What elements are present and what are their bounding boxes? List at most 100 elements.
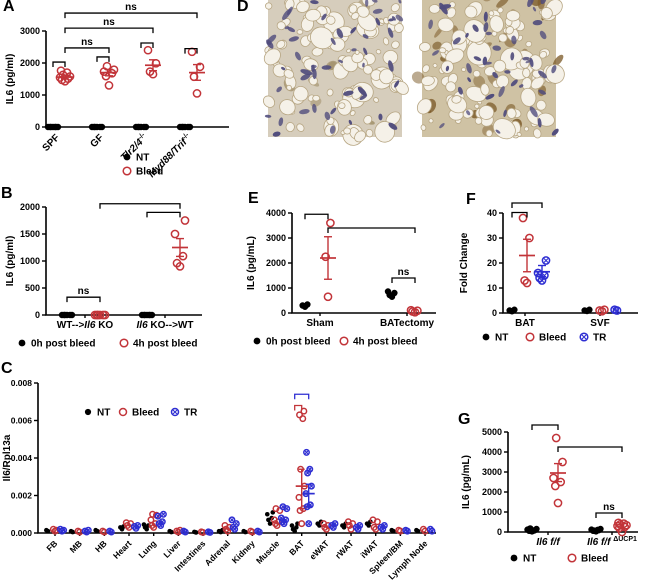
panel-g: G 0 1000 2000 3000 4000 5000 IL6 (pg/mL) Il6 f/…	[455, 385, 656, 582]
panel-b-plot: 0 500 1000 1500 2000 IL6 (pg/ml) WT-->Il6 KO Il…	[5, 202, 202, 350]
svg-text:Bleed: Bleed	[539, 333, 566, 344]
svg-text:4000: 4000	[482, 447, 502, 457]
panel-a: A 0 1000 2000 3000 IL6 (pg/ml) SPF GF Tlr2/4-/-…	[0, 0, 232, 185]
svg-text:Heart: Heart	[111, 538, 134, 561]
svg-text:SPF: SPF	[41, 132, 63, 154]
svg-text:3000: 3000	[266, 233, 286, 243]
panel-c-plot: 0.000 0.002 0.004 0.006 0.008 Il6/Rpl13a FB MB H…	[2, 378, 436, 582]
svg-text:3000: 3000	[20, 26, 40, 36]
svg-text:Sham: Sham	[306, 318, 333, 329]
svg-text:rWAT: rWAT	[333, 538, 356, 561]
svg-text:Kidney: Kidney	[230, 538, 257, 565]
svg-text:0.002: 0.002	[11, 491, 33, 501]
svg-text:1000: 1000	[266, 283, 286, 293]
histology-bleed-image	[411, 0, 565, 140]
histology-nt-image	[262, 0, 409, 146]
panel-f: F 0 10 20 30 40 Fold Change BAT SVF NT Bleed TR	[455, 185, 656, 367]
histology-bleed: Bleed	[411, 0, 565, 140]
panel-f-label: F	[466, 191, 476, 208]
panel-b: B 0 500 1000 1500 2000 IL6 (pg/ml) WT-->Il6 KO…	[0, 185, 240, 360]
panel-d-label: D	[237, 0, 249, 15]
panel-e: E 0 1000 2000 3000 4000 IL6 (pg/mL) Sham BATect…	[240, 185, 455, 367]
svg-text:FB: FB	[44, 538, 59, 553]
svg-text:WT-->Il6 KO: WT-->Il6 KO	[57, 320, 114, 331]
svg-text:0: 0	[35, 122, 40, 132]
svg-text:Bleed: Bleed	[136, 167, 163, 178]
panel-e-plot: 0 1000 2000 3000 4000 IL6 (pg/mL) Sham BATectom…	[246, 208, 436, 348]
svg-text:1000: 1000	[482, 507, 502, 517]
svg-text:1500: 1500	[20, 229, 40, 239]
svg-text:ns: ns	[78, 286, 90, 297]
panel-d: D NT Bleed	[232, 0, 656, 185]
svg-text:0h post bleed: 0h post bleed	[266, 337, 330, 348]
panel-g-label: G	[458, 411, 471, 428]
panel-e-label: E	[248, 190, 259, 207]
svg-text:2000: 2000	[266, 258, 286, 268]
svg-text:Liver: Liver	[161, 538, 183, 560]
svg-text:1000: 1000	[20, 90, 40, 100]
svg-text:ns: ns	[125, 2, 137, 13]
svg-text:0: 0	[492, 308, 497, 318]
svg-text:Bleed: Bleed	[132, 408, 159, 419]
svg-text:5000: 5000	[482, 427, 502, 437]
svg-text:ns: ns	[103, 17, 115, 28]
svg-text:MB: MB	[68, 538, 84, 554]
svg-text:TR: TR	[184, 408, 198, 419]
svg-text:0: 0	[35, 310, 40, 320]
svg-text:0: 0	[281, 308, 286, 318]
svg-text:0h post bleed: 0h post bleed	[31, 339, 95, 350]
svg-text:2000: 2000	[482, 487, 502, 497]
svg-text:20: 20	[487, 258, 497, 268]
svg-text:HB: HB	[93, 538, 109, 554]
svg-text:Lung: Lung	[136, 538, 158, 560]
svg-text:30: 30	[487, 233, 497, 243]
svg-text:2000: 2000	[20, 58, 40, 68]
svg-text:NT: NT	[495, 333, 508, 344]
svg-text:0.008: 0.008	[11, 378, 33, 388]
panel-c-label: C	[1, 360, 13, 377]
svg-text:GF: GF	[89, 132, 107, 150]
svg-text:Il6 KO-->WT: Il6 KO-->WT	[137, 320, 194, 331]
svg-text:4h post bleed: 4h post bleed	[133, 339, 197, 350]
svg-text:3000: 3000	[482, 467, 502, 477]
svg-text:0.004: 0.004	[11, 453, 33, 463]
svg-text:TR: TR	[593, 333, 607, 344]
svg-text:NT: NT	[136, 153, 149, 164]
svg-text:ns: ns	[398, 267, 410, 278]
panel-c: C 0.000 0.002 0.004 0.006 0.008 Il6/Rpl13a FB M…	[0, 360, 445, 582]
svg-text:IL6 (pg/ml): IL6 (pg/ml)	[5, 54, 16, 105]
svg-text:NT: NT	[97, 408, 110, 419]
histology-nt: NT	[262, 0, 409, 146]
svg-text:Il6/Rpl13a: Il6/Rpl13a	[2, 434, 13, 481]
svg-text:ns: ns	[81, 37, 93, 48]
svg-text:Il6 f/f: Il6 f/f	[536, 537, 561, 548]
svg-text:IL6 (pg/mL): IL6 (pg/mL)	[461, 455, 472, 509]
svg-text:BAT: BAT	[287, 538, 307, 558]
panel-b-label: B	[1, 185, 13, 202]
svg-text:4h post bleed: 4h post bleed	[353, 337, 417, 348]
svg-text:IL6 (pg/mL): IL6 (pg/mL)	[246, 236, 257, 290]
svg-text:ns: ns	[603, 502, 615, 513]
svg-text:BAT: BAT	[515, 318, 535, 329]
svg-text:eWAT: eWAT	[307, 538, 331, 562]
svg-text:10: 10	[487, 283, 497, 293]
svg-text:NT: NT	[523, 554, 536, 565]
svg-text:40: 40	[487, 208, 497, 218]
svg-text:IL6 (pg/ml): IL6 (pg/ml)	[5, 236, 16, 287]
svg-text:Adrenal: Adrenal	[203, 538, 232, 567]
svg-text:Muscle: Muscle	[254, 538, 282, 566]
panel-g-plot: 0 1000 2000 3000 4000 5000 IL6 (pg/mL) Il6 f/f I…	[461, 424, 638, 565]
svg-text:2000: 2000	[20, 202, 40, 212]
svg-text:BATectomy: BATectomy	[380, 318, 435, 329]
svg-text:4000: 4000	[266, 208, 286, 218]
svg-text:0.006: 0.006	[11, 416, 33, 426]
svg-text:0.000: 0.000	[11, 528, 33, 538]
panel-f-plot: 0 10 20 30 40 Fold Change BAT SVF NT Bleed TR	[459, 202, 638, 344]
svg-text:Bleed: Bleed	[581, 554, 608, 565]
svg-text:Il6 f/f ΔUCP1: Il6 f/f ΔUCP1	[587, 536, 637, 548]
svg-text:1000: 1000	[20, 256, 40, 266]
svg-text:500: 500	[25, 283, 40, 293]
svg-text:Fold Change: Fold Change	[459, 232, 470, 293]
